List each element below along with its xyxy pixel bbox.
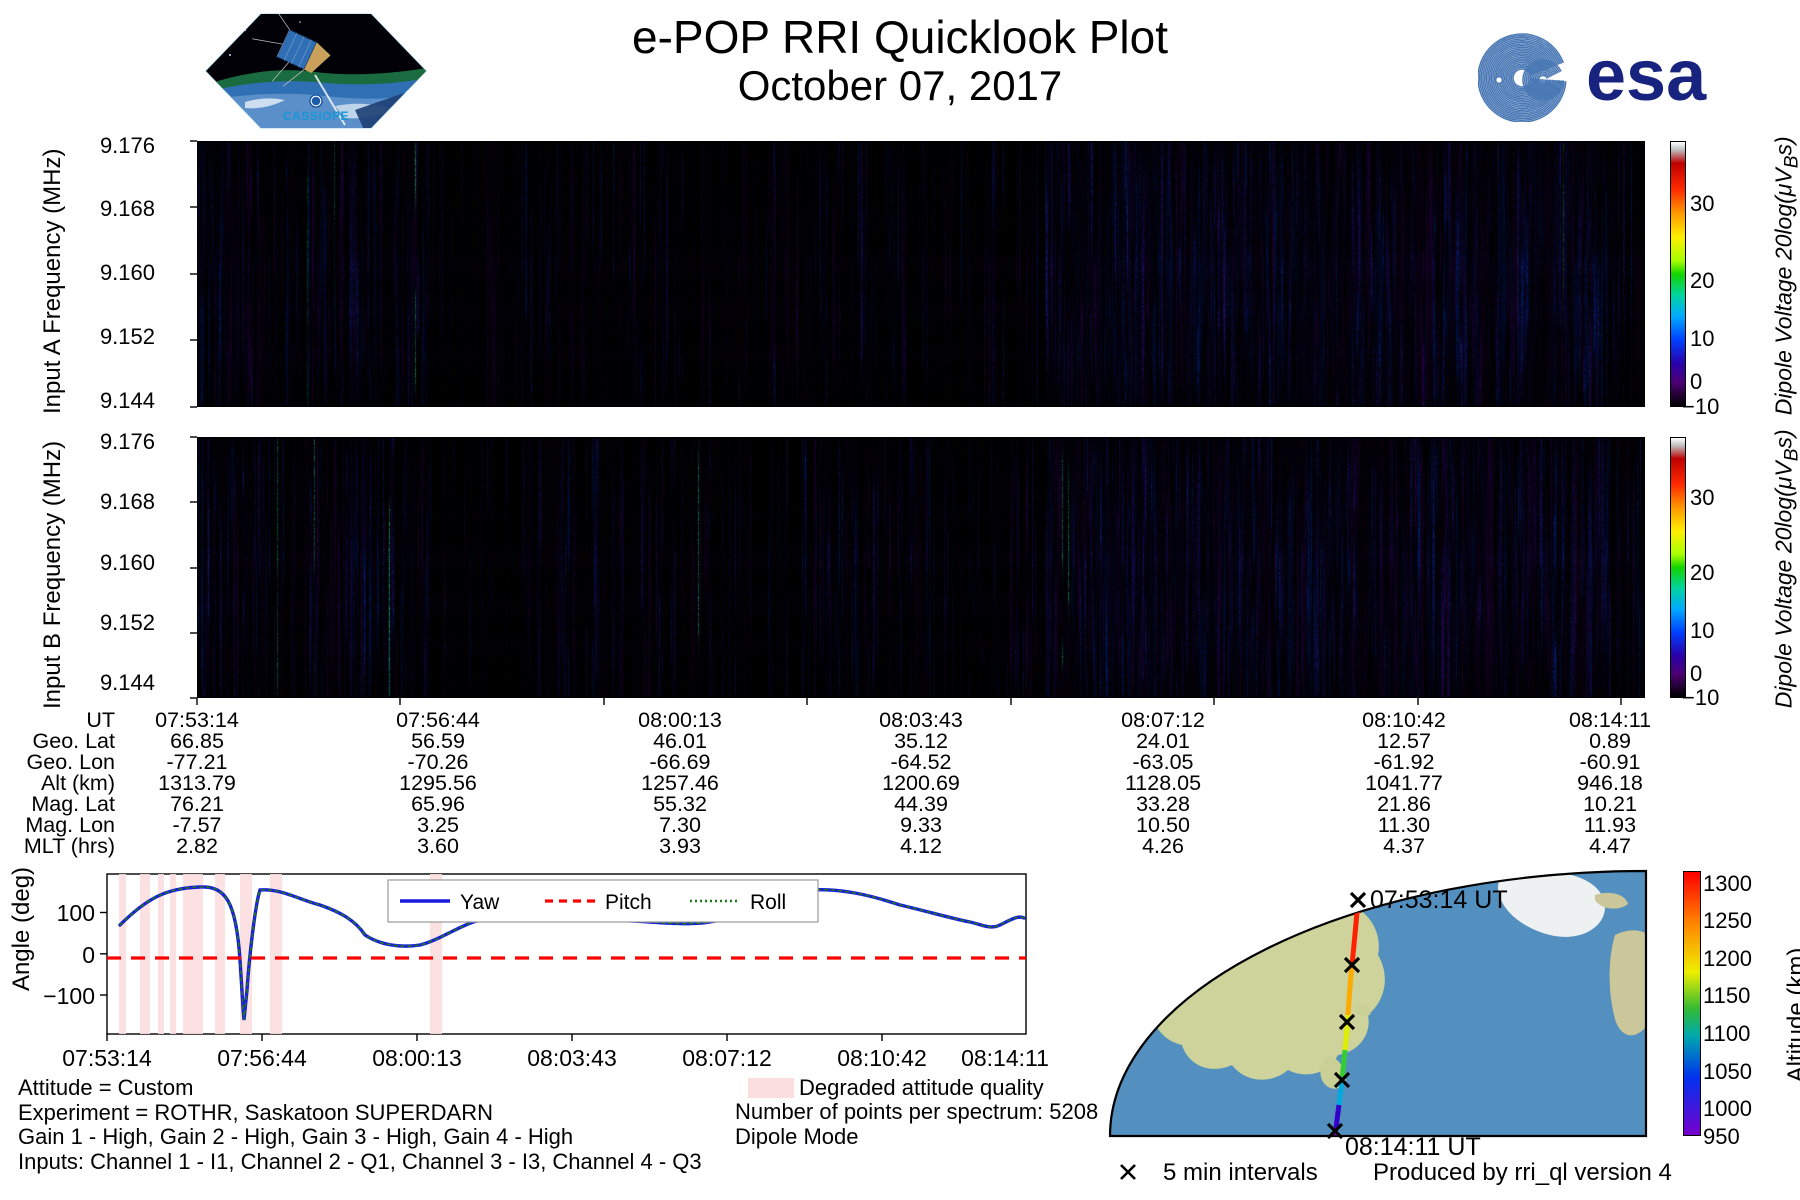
svg-text:5 min intervals: 5 min intervals: [1163, 1159, 1318, 1186]
svg-text:Produced by rri_ql version 4: Produced by rri_ql version 4: [1373, 1159, 1672, 1186]
svg-text:07:53:14 UT: 07:53:14 UT: [1370, 886, 1508, 914]
svg-text:08:14:11 UT: 08:14:11 UT: [1345, 1133, 1481, 1161]
